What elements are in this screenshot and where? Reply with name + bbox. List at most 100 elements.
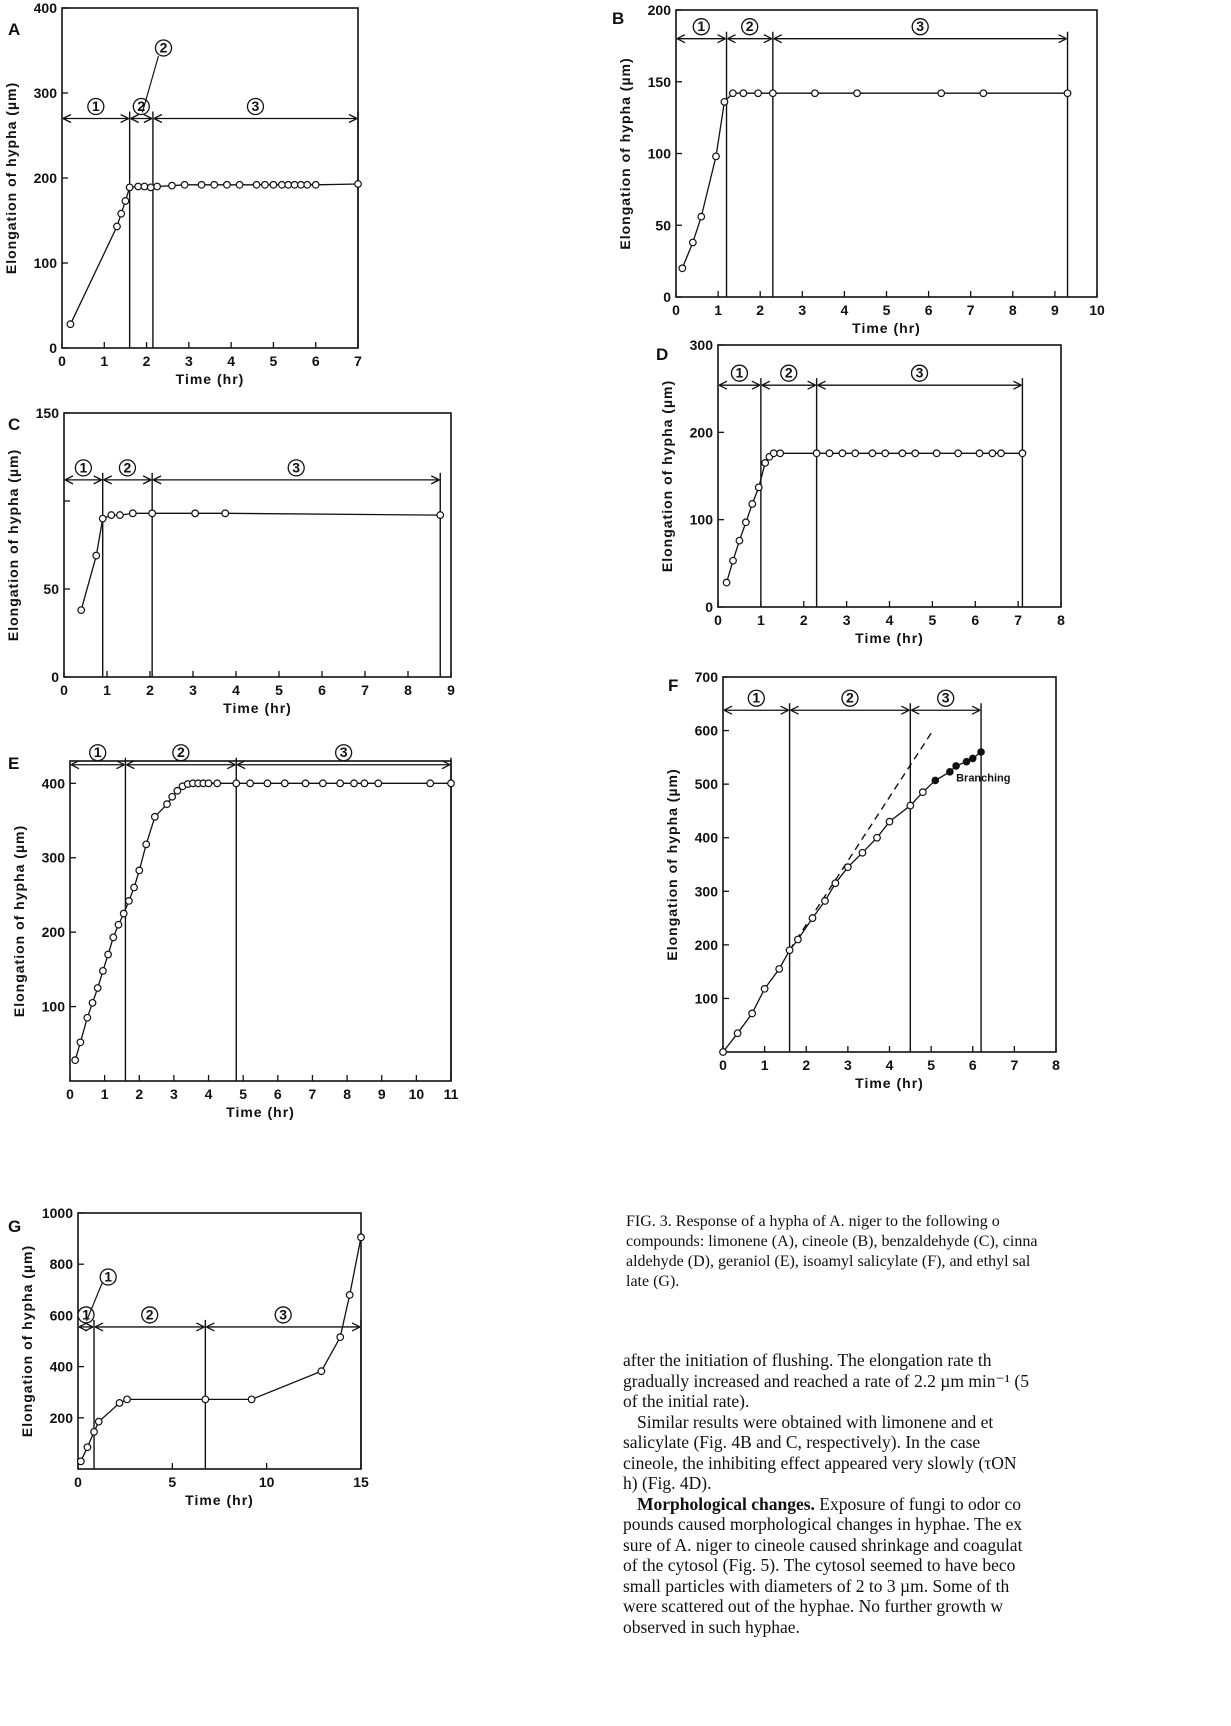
phase-callout-leader <box>142 56 158 113</box>
panel-c: C0 1 2 3 4 5 6 7 8 9050150Time (hr)Elongation of … <box>5 405 455 716</box>
panel-a: A0 1 2 3 4 5 6 70100200300400Time (hr)Elongatio… <box>3 0 362 387</box>
phase-number: 3 <box>279 1306 287 1322</box>
data-point <box>730 557 737 564</box>
y-tick-label: 100 <box>695 990 719 1006</box>
data-point <box>248 1396 255 1403</box>
plot-frame <box>676 10 1097 297</box>
data-point <box>920 789 927 796</box>
y-tick-label: 700 <box>695 669 719 685</box>
y-tick-label: 400 <box>34 0 58 16</box>
data-point <box>124 1396 131 1403</box>
data-point <box>205 780 212 787</box>
y-tick-label: 200 <box>690 424 714 440</box>
y-tick-label: 200 <box>42 924 66 940</box>
data-point <box>262 182 269 189</box>
data-point <box>192 510 199 517</box>
data-point <box>736 537 743 544</box>
y-tick-label: 200 <box>34 170 58 186</box>
y-axis-label: Elongation of hypha (µm) <box>5 449 21 641</box>
x-tick-label: 3 <box>170 1086 178 1102</box>
data-point <box>105 951 112 958</box>
data-point <box>281 780 288 787</box>
y-axis-label: Elongation of hypha (µm) <box>664 768 680 960</box>
body-line: cineole, the inhibiting effect appeared … <box>623 1453 1228 1474</box>
y-tick-label: 300 <box>42 850 66 866</box>
data-point <box>776 966 783 973</box>
x-tick-label: 4 <box>841 302 849 318</box>
x-tick-label: 0 <box>66 1086 74 1102</box>
x-tick-label: 7 <box>354 353 362 369</box>
x-axis-label: Time (hr) <box>855 1075 924 1091</box>
x-tick-label: 7 <box>361 682 369 698</box>
data-point <box>955 450 962 457</box>
data-point <box>761 985 768 992</box>
x-tick-label: 5 <box>883 302 891 318</box>
y-tick-label: 1000 <box>42 1205 73 1221</box>
data-point <box>279 182 286 189</box>
x-tick-label: 8 <box>404 682 412 698</box>
phase-number: 2 <box>746 18 754 34</box>
x-tick-label: 3 <box>185 353 193 369</box>
x-tick-label: 4 <box>232 682 240 698</box>
x-axis-label: Time (hr) <box>226 1104 295 1120</box>
data-point <box>318 1368 325 1375</box>
phase-number: 1 <box>79 459 87 475</box>
x-tick-label: 5 <box>928 612 936 628</box>
x-tick-label: 6 <box>969 1057 977 1073</box>
x-tick-label: 10 <box>409 1086 425 1102</box>
data-point-filled <box>963 758 970 765</box>
x-tick-label: 10 <box>1089 302 1105 318</box>
y-tick-label: 100 <box>42 999 66 1015</box>
data-point <box>302 780 309 787</box>
y-tick-label: 0 <box>663 289 671 305</box>
body-line: Similar results were obtained with limon… <box>623 1412 1228 1433</box>
data-point <box>437 512 444 519</box>
x-tick-label: 0 <box>58 353 66 369</box>
y-tick-label: 300 <box>690 337 714 353</box>
phase-number: 3 <box>942 690 950 706</box>
data-point <box>291 182 298 189</box>
data-point <box>120 910 127 917</box>
x-tick-label: 7 <box>1010 1057 1018 1073</box>
data-point <box>198 182 205 189</box>
data-point <box>770 90 777 97</box>
x-tick-label: 1 <box>101 1086 109 1102</box>
x-axis-label: Time (hr) <box>852 320 921 336</box>
x-tick-label: 2 <box>143 353 151 369</box>
y-axis-label: Elongation of hypha (µm) <box>3 82 19 274</box>
x-tick-label: 8 <box>1057 612 1065 628</box>
data-point-filled <box>978 749 985 756</box>
y-tick-label: 150 <box>36 405 60 421</box>
data-point <box>822 898 829 905</box>
data-point <box>298 182 305 189</box>
y-tick-label: 150 <box>648 74 672 90</box>
data-point <box>723 579 730 586</box>
phase-number: 2 <box>124 459 132 475</box>
data-point-filled <box>932 777 939 784</box>
x-tick-label: 3 <box>798 302 806 318</box>
x-tick-label: 7 <box>1014 612 1022 628</box>
body-line: small particles with diameters of 2 to 3… <box>623 1576 1228 1597</box>
plot-frame <box>64 413 451 677</box>
body-line: of the cytosol (Fig. 5). The cytosol see… <box>623 1555 1228 1576</box>
data-point <box>211 182 218 189</box>
data-point <box>346 1292 353 1299</box>
data-point <box>72 1057 79 1064</box>
y-tick-label: 0 <box>49 340 57 356</box>
series-line <box>75 783 451 1060</box>
caption-line-2: compounds: limonene (A), cineole (B), be… <box>626 1232 1226 1252</box>
y-tick-label: 0 <box>705 599 713 615</box>
panel-letter: D <box>656 345 668 364</box>
data-point <box>938 90 945 97</box>
y-tick-label: 50 <box>43 581 59 597</box>
body-line: gradually increased and reached a rate o… <box>623 1371 1228 1392</box>
x-tick-label: 1 <box>714 302 722 318</box>
series-line <box>81 513 440 610</box>
data-point <box>886 818 893 825</box>
caption-line-3: aldehyde (D), geraniol (E), isoamyl sali… <box>626 1252 1226 1272</box>
data-point <box>148 184 155 191</box>
panel-letter: F <box>668 676 678 695</box>
data-point <box>67 321 74 328</box>
data-point <box>117 512 124 519</box>
data-point <box>832 880 839 887</box>
